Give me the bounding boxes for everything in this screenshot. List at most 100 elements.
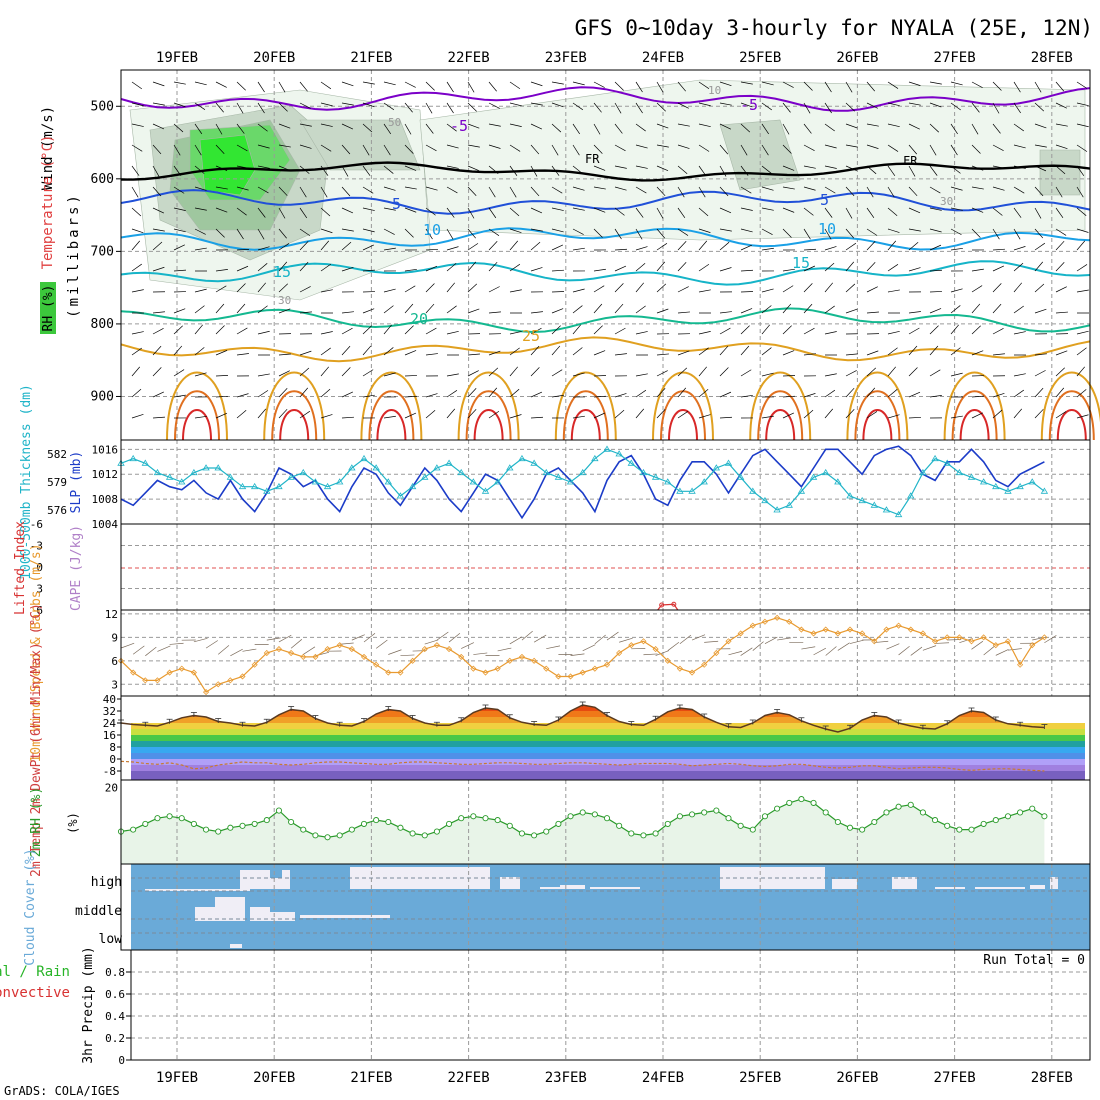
wind-barb [446,186,458,194]
wind-barb [635,81,643,93]
wind-barb [299,387,309,398]
wind-barb [404,165,417,171]
wind-barb [908,311,921,314]
wind-barb [740,291,754,293]
slp-tick-label: 1012 [92,468,119,481]
wind-barb [467,165,480,171]
wind10m-barb [351,634,365,641]
wind-barb [1013,228,1021,240]
wind-barb [1034,228,1044,239]
dewpoint-line [120,760,1045,772]
wind-barb [950,415,963,419]
rh2m-marker [312,832,319,839]
wind-barb [1055,350,1068,356]
thickness-marker [907,492,915,499]
wind-barb [929,102,942,108]
wind-barb [614,327,626,335]
wind-barb [488,387,498,398]
wind-barb [1055,81,1065,92]
wind-barb [992,186,1005,191]
temp-axis-label: Temperature (°C) [40,135,56,270]
wind-barb [971,412,983,419]
wind-barb [677,186,685,198]
wind-barb [1034,283,1045,293]
wind-barb [929,369,941,377]
isotherm-label-neg5b: -5 [740,96,758,114]
thickness-marker [712,464,721,471]
wind-barb [950,247,963,251]
wind-barbs [131,81,1090,419]
isotherm-line [120,86,1091,112]
wind-barb [1013,246,1026,251]
wind-barb [404,285,416,293]
wind10m-marker [859,630,866,637]
wind10m-marker [834,630,841,637]
cloud-axis-label: Cloud Cover (%) [23,848,38,965]
wind-barb [719,367,729,377]
thickness-marker [676,487,684,494]
wind10m-marker [166,669,173,676]
rh2m-marker [518,830,526,837]
wind-barb [614,144,626,152]
wind-barb [656,261,666,272]
wind-barb [425,165,438,169]
wind10m-marker [603,661,611,668]
rh2m-markers [117,796,1048,841]
wind-barb [824,262,835,272]
wind10m-marker [591,665,598,672]
wind-barb [341,102,354,106]
wind-barb [131,263,142,272]
wind-barb [866,286,878,293]
wind-barb [950,144,958,156]
wind-barb [929,144,937,156]
wind-barb [614,207,625,216]
wind-barb [719,267,732,272]
wind-barb [236,393,249,398]
thickness-marker [214,464,222,471]
wind-barb [530,228,543,232]
wind-barb [425,81,435,91]
wind-barb [362,369,374,377]
surface-isotherm-loop [279,409,310,441]
rh2m-marker [202,826,210,833]
wind-barb [677,367,688,377]
rh-legend-label: RH (%) [41,285,56,332]
wind-barb [614,165,627,169]
wind-barb [1076,414,1089,419]
rh2m-marker [263,817,270,824]
wind-barb [467,207,475,219]
rh2m-marker [166,813,173,820]
thickness-marker [433,464,441,471]
wind-barb [929,308,942,314]
wind-barb [236,303,246,314]
wind-barb [299,367,310,377]
wind-barb [971,303,981,314]
wind-barb [866,81,876,92]
wind-barb [257,123,268,132]
wind-barb [278,243,290,251]
wind10m-barb [679,634,692,645]
wind-barb [530,241,541,251]
wind10m-barb [303,646,316,655]
wind-barb [320,186,328,198]
wind-barb [950,305,961,314]
wind-barb [1055,387,1065,398]
wind-barb [1013,282,1023,293]
wind-barb [446,373,459,377]
rh2m-marker [798,796,805,803]
wind-barb [509,263,521,272]
wind10m-barb [217,645,230,655]
wind-barb [530,81,543,87]
wind-barb [341,367,351,377]
wind-barb [572,81,585,86]
wind-barb [1076,264,1088,272]
wind-barb [740,308,753,314]
wind-barb [425,248,439,251]
wind-barb [1055,240,1065,251]
wind-barb [824,144,837,149]
wind-barb [278,261,288,272]
wind-barb [404,303,414,314]
wind-barb [173,325,183,335]
wind-barb [551,123,562,133]
cloud-clear-patch [720,867,825,889]
